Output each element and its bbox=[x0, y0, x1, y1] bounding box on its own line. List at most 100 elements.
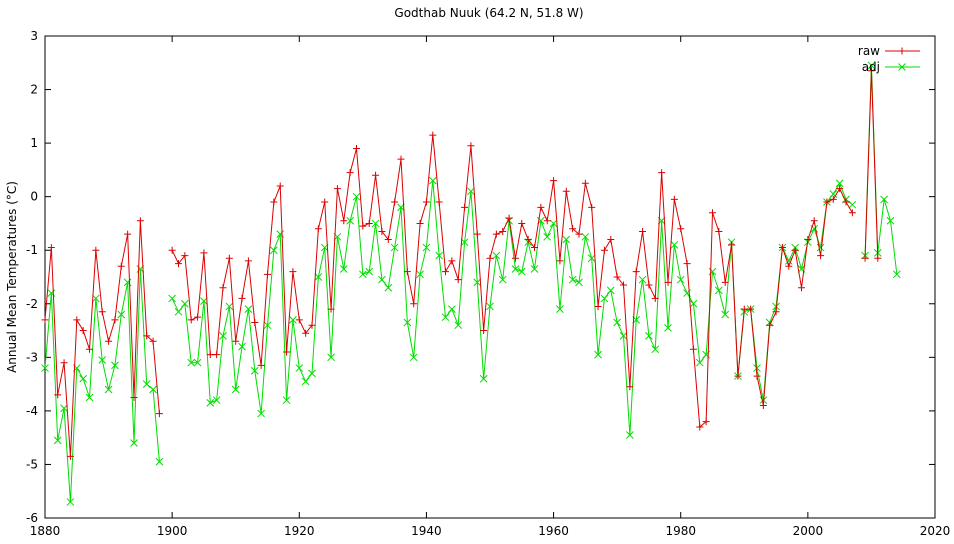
data-point bbox=[606, 286, 615, 295]
data-point bbox=[98, 356, 107, 364]
data-point bbox=[467, 142, 475, 150]
data-point bbox=[66, 498, 75, 506]
series-adj bbox=[41, 61, 901, 506]
data-point bbox=[709, 209, 716, 217]
data-point bbox=[537, 203, 545, 211]
data-point bbox=[422, 198, 430, 206]
data-point bbox=[193, 358, 202, 367]
data-point bbox=[549, 219, 558, 228]
data-point bbox=[658, 169, 666, 177]
data-point bbox=[543, 217, 551, 225]
data-point bbox=[620, 281, 627, 289]
data-point bbox=[575, 278, 583, 287]
data-point bbox=[353, 144, 360, 152]
data-point bbox=[289, 268, 297, 276]
data-point bbox=[492, 251, 501, 260]
data-point bbox=[155, 457, 164, 466]
data-point bbox=[111, 316, 119, 324]
data-point bbox=[187, 358, 196, 367]
data-point bbox=[715, 286, 723, 295]
data-point bbox=[390, 243, 399, 252]
data-point bbox=[435, 251, 443, 260]
data-point bbox=[600, 246, 608, 254]
data-point bbox=[581, 232, 590, 241]
data-point bbox=[607, 236, 615, 244]
data-point bbox=[829, 195, 837, 203]
series-line bbox=[44, 64, 898, 503]
data-point bbox=[98, 308, 106, 316]
x-tick-label: 1940 bbox=[411, 524, 442, 538]
data-point bbox=[772, 308, 780, 316]
data-point bbox=[530, 265, 539, 273]
data-point bbox=[581, 179, 589, 187]
data-point bbox=[531, 244, 538, 252]
data-point bbox=[295, 364, 304, 372]
data-point bbox=[498, 275, 507, 284]
data-point bbox=[111, 361, 119, 370]
data-point bbox=[384, 236, 392, 244]
data-point bbox=[651, 345, 660, 354]
data-point bbox=[460, 238, 469, 247]
data-point bbox=[600, 294, 609, 303]
data-point bbox=[359, 222, 367, 230]
data-point bbox=[359, 270, 367, 279]
data-point bbox=[874, 254, 882, 262]
data-point bbox=[365, 267, 374, 276]
data-point bbox=[695, 358, 704, 367]
data-point bbox=[594, 350, 602, 359]
data-point bbox=[85, 393, 94, 402]
data-point bbox=[276, 182, 284, 190]
data-point bbox=[492, 230, 500, 238]
data-point bbox=[352, 192, 361, 201]
data-point bbox=[289, 315, 297, 324]
y-tick-label: -6 bbox=[26, 511, 38, 525]
data-point bbox=[251, 319, 259, 327]
data-point bbox=[454, 321, 463, 330]
data-point bbox=[791, 246, 799, 254]
data-point bbox=[810, 217, 818, 225]
data-point bbox=[728, 241, 736, 249]
data-point bbox=[486, 302, 494, 311]
y-tick-label: -1 bbox=[26, 243, 38, 257]
y-tick-label: -5 bbox=[26, 457, 38, 471]
legend-label: adj bbox=[862, 60, 880, 74]
data-point bbox=[194, 313, 202, 321]
data-point bbox=[848, 209, 856, 217]
data-point bbox=[867, 67, 875, 75]
data-point bbox=[588, 203, 596, 211]
data-point bbox=[448, 305, 456, 313]
data-point bbox=[568, 275, 577, 284]
data-point bbox=[346, 169, 354, 177]
data-point bbox=[409, 353, 418, 362]
data-point bbox=[187, 316, 195, 324]
data-point bbox=[689, 299, 698, 308]
data-point bbox=[397, 155, 405, 163]
data-point bbox=[645, 281, 653, 289]
data-point bbox=[314, 225, 322, 233]
data-point bbox=[416, 270, 424, 279]
data-point bbox=[244, 305, 253, 313]
data-point bbox=[302, 329, 310, 337]
data-point bbox=[416, 219, 424, 227]
data-point bbox=[479, 374, 488, 383]
data-point bbox=[886, 216, 895, 225]
data-point bbox=[480, 327, 488, 335]
data-point bbox=[454, 276, 462, 284]
data-point bbox=[308, 321, 316, 329]
chart-title: Godthab Nuuk (64.2 N, 51.8 W) bbox=[394, 6, 583, 20]
data-point bbox=[155, 410, 163, 418]
data-point bbox=[556, 257, 564, 265]
data-point bbox=[898, 63, 906, 71]
y-tick-label: -2 bbox=[26, 297, 38, 311]
data-point bbox=[518, 219, 526, 227]
data-point bbox=[314, 273, 323, 281]
data-point bbox=[448, 257, 456, 265]
data-point bbox=[861, 254, 869, 262]
data-point bbox=[206, 351, 214, 359]
data-point bbox=[441, 313, 450, 322]
data-point bbox=[613, 273, 621, 281]
data-point bbox=[60, 404, 68, 413]
data-point bbox=[327, 305, 335, 313]
data-point bbox=[403, 318, 412, 327]
